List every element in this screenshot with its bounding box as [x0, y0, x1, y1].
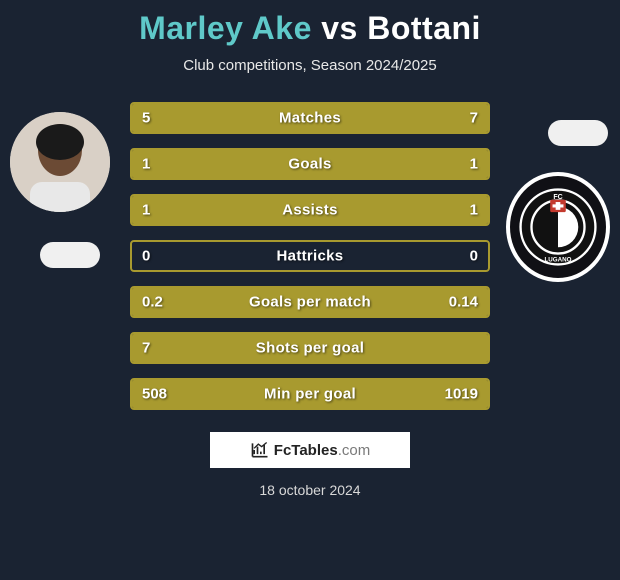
stat-value-right: 0.14 — [449, 294, 478, 311]
club-badge-icon: FC LUGANO — [519, 188, 597, 266]
subtitle: Club competitions, Season 2024/2025 — [0, 57, 620, 74]
stat-value-left: 508 — [142, 386, 167, 403]
stat-row: 508 1019 Min per goal — [130, 378, 490, 410]
stat-value-left: 0.2 — [142, 294, 163, 311]
avatar-placeholder-icon — [10, 112, 110, 212]
bar-right — [310, 150, 488, 178]
player2-flag — [548, 120, 608, 146]
stat-label: Assists — [282, 202, 337, 219]
stat-value-left: 1 — [142, 156, 150, 173]
stat-label: Goals — [288, 156, 331, 173]
stat-value-right: 0 — [470, 248, 478, 265]
player1-avatar — [10, 112, 110, 212]
svg-text:LUGANO: LUGANO — [544, 256, 571, 263]
stat-label: Goals per match — [249, 294, 371, 311]
stat-row: 7 Shots per goal — [130, 332, 490, 364]
page-title: Marley Ake vs Bottani — [0, 0, 620, 47]
stat-row: 0.2 0.14 Goals per match — [130, 286, 490, 318]
brand-attribution: FcTables.com — [210, 432, 410, 468]
player1-flag — [40, 242, 100, 268]
bar-left — [132, 104, 280, 132]
stat-value-left: 5 — [142, 110, 150, 127]
vs-text: vs — [321, 10, 367, 46]
stat-value-left: 1 — [142, 202, 150, 219]
stat-label: Min per goal — [264, 386, 356, 403]
stat-value-left: 7 — [142, 340, 150, 357]
stat-value-right: 1 — [470, 156, 478, 173]
bar-left — [132, 150, 310, 178]
player2-club-badge: FC LUGANO — [506, 172, 610, 282]
stat-row: 1 1 Assists — [130, 194, 490, 226]
stat-value-right: 7 — [470, 110, 478, 127]
brand-name: FcTables.com — [274, 442, 370, 459]
stat-label: Matches — [279, 110, 341, 127]
stat-value-right: 1019 — [445, 386, 478, 403]
svg-text:FC: FC — [553, 194, 562, 201]
stat-row: 5 7 Matches — [130, 102, 490, 134]
stat-label: Shots per goal — [256, 340, 364, 357]
chart-icon — [250, 440, 270, 460]
stat-value-left: 0 — [142, 248, 150, 265]
stat-value-right: 1 — [470, 202, 478, 219]
stat-bars: 57Matches11Goals11Assists00Hattricks0.20… — [130, 102, 490, 410]
stat-row: 1 1 Goals — [130, 148, 490, 180]
comparison-stage: FC LUGANO 5 7 Matches 1 1 Goals 1 1 Assists 0 0 Hat… — [0, 102, 620, 410]
stat-label: Hattricks — [277, 248, 344, 265]
player1-name: Marley Ake — [139, 10, 312, 46]
player2-name: Bottani — [367, 10, 481, 46]
stat-row: 0 0 Hattricks — [130, 240, 490, 272]
date-text: 18 october 2024 — [0, 482, 620, 498]
